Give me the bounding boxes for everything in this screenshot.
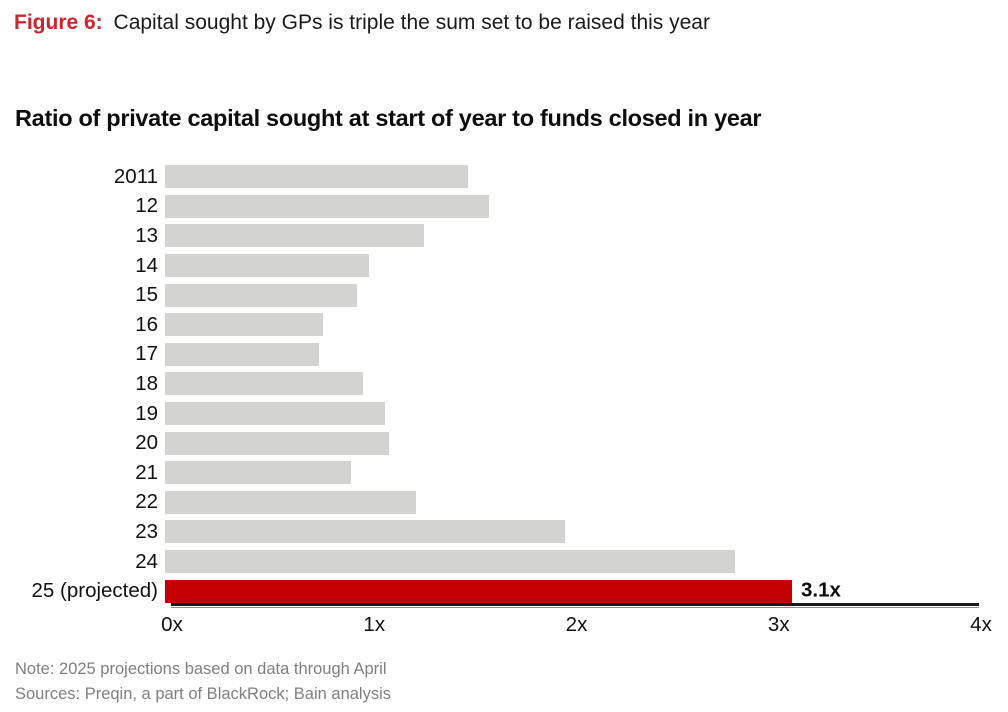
bar-track [165,254,974,278]
bar-track [165,313,974,337]
x-axis-tick: 1x [363,613,386,636]
x-axis-line [171,603,979,608]
chart-footnotes: Note: 2025 projections based on data thr… [15,657,391,706]
x-axis-tick: 0x [161,613,183,636]
chart-row: 19 [0,399,1008,429]
bar-track [165,520,974,544]
bar [165,431,390,455]
chart-row: 23 [0,517,1008,547]
bar-track [165,402,974,426]
y-axis-label: 18 [135,371,158,395]
bar-highlighted [165,579,792,603]
chart-row: 25 (projected) 3.1x [0,576,1008,606]
chart-row: 18 [0,369,1008,399]
bar-chart: 2011 12 13 14 15 16 17 18 19 20 21 22 23 24 25 (projec… [0,162,1008,606]
y-axis-label: 13 [135,223,158,247]
chart-row: 17 [0,340,1008,370]
bar [165,520,566,544]
chart-row: 15 [0,280,1008,310]
bar [165,254,370,278]
y-axis-label: 23 [135,519,158,543]
y-axis-label: 24 [135,549,158,573]
y-axis-label: 12 [135,194,158,218]
x-axis-ticks: 0x 1x 2x 3x 4x [161,613,992,641]
bar-track [165,194,974,218]
bar [165,372,364,396]
bar-track [165,372,974,396]
bar [165,194,489,218]
bar [165,402,386,426]
chart-row: 24 [0,547,1008,577]
y-axis-label: 15 [135,283,158,307]
bar [165,283,358,307]
y-axis-label: 16 [135,312,158,336]
bar [165,550,736,574]
bar-value-label: 3.1x [800,578,841,602]
chart-title: Ratio of private capital sought at start… [15,105,762,131]
bar [165,461,352,485]
note-line: Note: 2025 projections based on data thr… [15,660,387,678]
bar-track [165,550,974,574]
bar [165,342,319,366]
figure-number-label: Figure 6: [14,11,103,34]
bar-track [165,490,974,514]
y-axis-label: 20 [135,431,158,455]
bar [165,490,416,514]
chart-row: 20 [0,428,1008,458]
bar-track: 3.1x [165,578,974,603]
x-axis-line-shadow [171,607,979,608]
bar-track [165,283,974,307]
x-axis-line-main [171,603,979,606]
figure-caption-text: Capital sought by GPs is triple the sum … [113,11,710,34]
chart-row: 21 [0,458,1008,488]
chart-row: 14 [0,251,1008,281]
bar-track [165,224,974,248]
bar-track [165,165,974,189]
x-axis-tick: 4x [970,613,992,636]
y-axis-label: 21 [135,460,158,484]
figure-caption: Figure 6: Capital sought by GPs is tripl… [14,10,710,36]
bar-track [165,431,974,455]
chart-row: 2011 [0,162,1008,192]
chart-row: 13 [0,221,1008,251]
bar [165,224,424,248]
y-axis-label: 25 (projected) [31,579,158,603]
bar [165,165,469,189]
chart-row: 16 [0,310,1008,340]
y-axis-label: 19 [135,401,158,425]
y-axis-label: 17 [135,342,158,366]
chart-row: 12 [0,192,1008,222]
y-axis-label: 2011 [113,164,158,188]
bar-track [165,342,974,366]
y-axis-label: 14 [135,253,158,277]
chart-row: 22 [0,488,1008,518]
source-line: Sources: Preqin, a part of BlackRock; Ba… [15,684,392,703]
x-axis-tick: 2x [565,613,588,636]
bar [165,313,323,337]
x-axis-tick: 3x [767,613,790,636]
bar-track [165,461,974,485]
y-axis-label: 22 [135,490,158,514]
